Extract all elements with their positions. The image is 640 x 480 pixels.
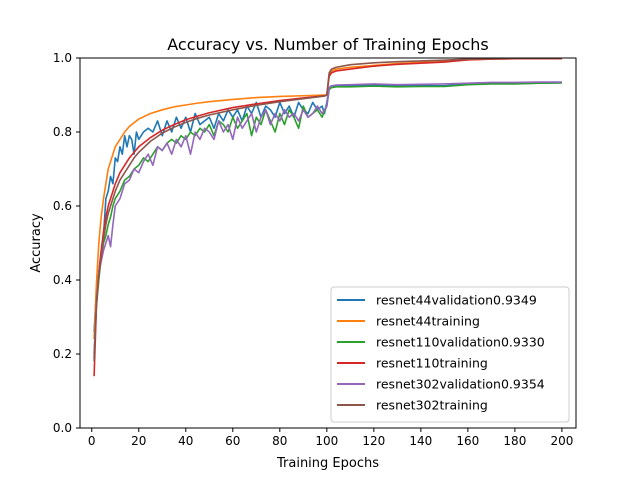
plot-frame: [79, 57, 577, 429]
x-tick-label: 140: [409, 434, 432, 448]
x-tick-label: 180: [503, 434, 526, 448]
x-axis-label: Training Epochs: [276, 456, 379, 471]
legend-entry: resnet110validation0.9330: [376, 335, 545, 350]
x-tick-label: 100: [315, 434, 338, 448]
legend-box: [330, 286, 570, 423]
y-axis-label: Accuracy: [29, 213, 44, 273]
series-line-resnet110validation0.9330: [93, 81, 562, 355]
x-axis: 0 20 40 60 80 100 120 140 160 180 200: [88, 428, 573, 448]
series-line-resnet110training: [93, 58, 562, 377]
legend-entry: resnet44validation0.9349: [376, 293, 537, 308]
legend-entry: resnet44training: [376, 314, 480, 329]
x-tick-label: 120: [362, 434, 385, 448]
y-tick-label: 0.0: [53, 421, 72, 435]
legend: resnet44validation0.9349 resnet44training…: [330, 286, 570, 423]
legend-entry: resnet302validation0.9354: [376, 377, 545, 392]
legend-entry: resnet302training: [376, 398, 488, 413]
y-axis: 0.0 0.2 0.4 0.6 0.8 1.0: [53, 51, 80, 435]
x-tick-label: 0: [88, 434, 96, 448]
y-tick-label: 1.0: [53, 51, 72, 65]
x-tick-label: 20: [131, 434, 146, 448]
x-tick-label: 200: [550, 434, 573, 448]
y-tick-label: 0.4: [53, 273, 72, 287]
y-tick-label: 0.6: [53, 199, 72, 213]
x-tick-label: 160: [456, 434, 479, 448]
y-tick-label: 0.2: [53, 347, 72, 361]
chart-title: Accuracy vs. Number of Training Epochs: [167, 35, 489, 54]
x-tick-label: 60: [225, 434, 240, 448]
x-tick-label: 80: [272, 434, 287, 448]
plot-area: [93, 58, 562, 377]
y-tick-label: 0.8: [53, 125, 72, 139]
series-line-resnet302training: [93, 58, 562, 362]
legend-entry: resnet110training: [376, 356, 488, 371]
x-tick-label: 40: [178, 434, 193, 448]
series-line-resnet302validation0.9354: [93, 81, 562, 358]
